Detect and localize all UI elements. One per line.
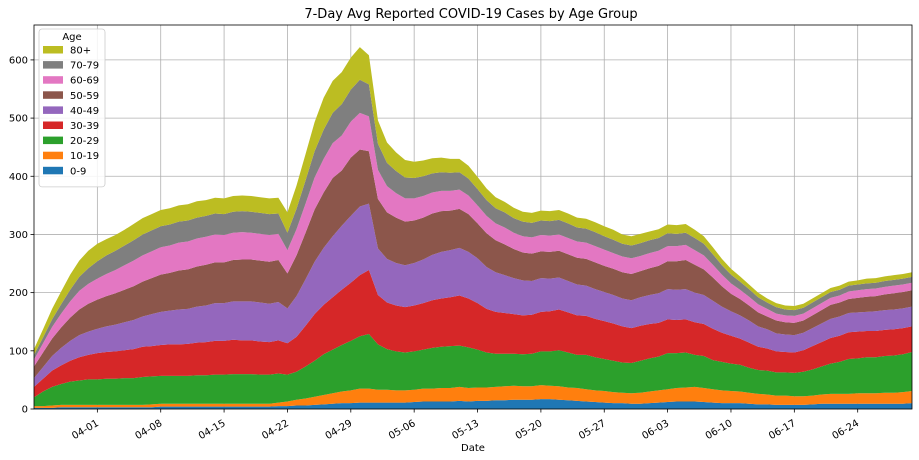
legend-swatch-40-49 [43, 106, 63, 114]
y-tick-label-2: 200 [9, 288, 28, 299]
y-tick-label-1: 100 [9, 346, 28, 357]
legend-label-30-39: 30-39 [70, 121, 99, 132]
legend-swatch-80+ [43, 46, 63, 54]
legend-label-10-19: 10-19 [70, 151, 99, 162]
legend-label-70-79: 70-79 [70, 61, 99, 72]
y-tick-label-4: 400 [9, 172, 28, 183]
legend-label-50-59: 50-59 [70, 91, 99, 102]
x-tick-label-3: 04-22 [260, 418, 291, 442]
x-tick-label-0: 04-01 [70, 418, 101, 442]
x-tick-label-11: 06-17 [767, 418, 798, 442]
legend-swatch-70-79 [43, 61, 63, 69]
legend-label-40-49: 40-49 [70, 106, 99, 117]
x-axis: 04-01 04-08 04-15 04-22 04-29 05-06 05-13 05-20… [70, 409, 861, 442]
legend-swatch-0-9 [43, 166, 63, 175]
y-tick-label-5: 500 [9, 114, 28, 125]
x-tick-label-8: 05-27 [577, 418, 608, 442]
x-tick-label-7: 05-20 [514, 418, 545, 442]
area-0-9 [34, 399, 912, 409]
area-60-69 [34, 112, 912, 367]
x-tick-label-5: 05-06 [387, 418, 418, 442]
chart-title: 7-Day Avg Reported COVID-19 Cases by Age… [304, 7, 637, 22]
x-tick-label-2: 04-15 [197, 418, 228, 442]
x-tick-label-9: 06-03 [640, 418, 671, 442]
area-20-29 [34, 333, 912, 407]
plot-frame [33, 24, 913, 410]
area-series [34, 47, 912, 409]
area-70-79 [34, 79, 912, 360]
legend-title: Age [62, 32, 81, 43]
x-tick-label-12: 06-24 [831, 418, 862, 442]
x-tick-label-4: 04-29 [324, 418, 355, 442]
x-tick-label-6: 05-13 [450, 418, 481, 442]
y-tick-label-3: 300 [9, 230, 28, 241]
x-axis-label: Date [461, 443, 485, 454]
area-80+ [34, 47, 912, 355]
legend-swatch-30-39 [43, 121, 63, 129]
y-tick-label-0: 0 [22, 405, 28, 416]
legend-swatch-60-69 [43, 76, 63, 84]
legend-swatch-10-19 [43, 151, 63, 160]
legend-label-80+: 80+ [70, 46, 91, 57]
legend-label-0-9: 0-9 [70, 166, 86, 177]
legend-swatch-20-29 [43, 136, 63, 145]
legend-swatch-50-59 [43, 91, 63, 99]
area-40-49 [34, 203, 912, 387]
x-tick-label-1: 04-08 [134, 418, 165, 442]
area-10-19 [34, 385, 912, 408]
legend-label-20-29: 20-29 [70, 136, 99, 147]
y-axis: 0 100 200 300 400 500 600 [9, 55, 34, 416]
legend: Age 80+ 70-79 60-69 50-59 40-49 30-39 20-29 10-1… [38, 28, 106, 188]
y-tick-label-6: 600 [9, 55, 28, 66]
area-50-59 [34, 149, 912, 379]
legend-label-60-69: 60-69 [70, 76, 99, 87]
area-30-39 [34, 269, 912, 398]
x-tick-label-10: 06-10 [704, 418, 735, 442]
